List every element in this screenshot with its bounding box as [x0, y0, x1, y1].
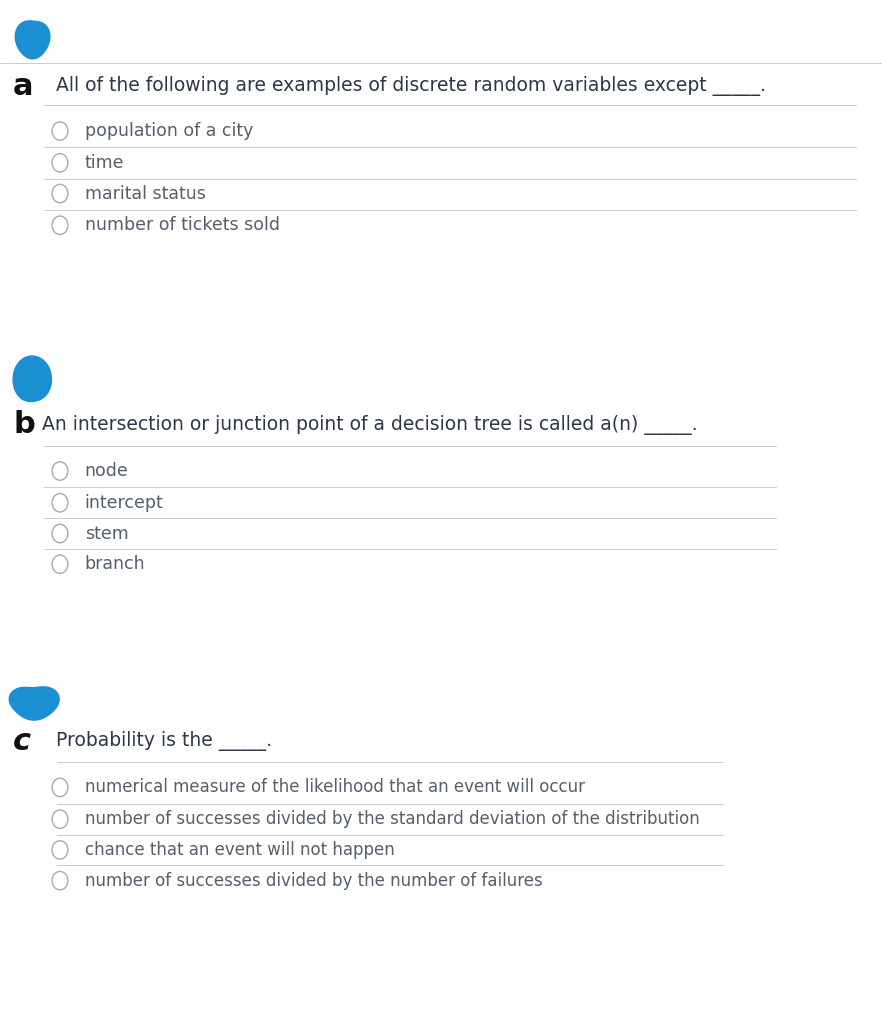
Text: b: b	[13, 411, 35, 439]
Text: node: node	[85, 462, 129, 480]
Text: Probability is the _____.: Probability is the _____.	[56, 731, 272, 752]
Text: time: time	[85, 154, 124, 172]
Text: chance that an event will not happen: chance that an event will not happen	[85, 841, 394, 859]
Polygon shape	[13, 356, 51, 401]
Text: c: c	[13, 727, 32, 756]
Text: numerical measure of the likelihood that an event will occur: numerical measure of the likelihood that…	[85, 778, 585, 797]
Text: intercept: intercept	[85, 494, 163, 512]
Text: All of the following are examples of discrete random variables except _____.: All of the following are examples of dis…	[56, 76, 766, 96]
Text: branch: branch	[85, 555, 146, 573]
Text: a: a	[13, 72, 34, 100]
Polygon shape	[15, 20, 50, 58]
Text: number of successes divided by the standard deviation of the distribution: number of successes divided by the stand…	[85, 810, 699, 828]
Text: stem: stem	[85, 524, 129, 543]
Text: marital status: marital status	[85, 184, 206, 203]
Text: number of tickets sold: number of tickets sold	[85, 216, 280, 234]
Text: number of successes divided by the number of failures: number of successes divided by the numbe…	[85, 871, 542, 890]
Polygon shape	[10, 687, 59, 720]
Text: An intersection or junction point of a decision tree is called a(n) _____.: An intersection or junction point of a d…	[42, 415, 698, 435]
Text: population of a city: population of a city	[85, 122, 253, 140]
